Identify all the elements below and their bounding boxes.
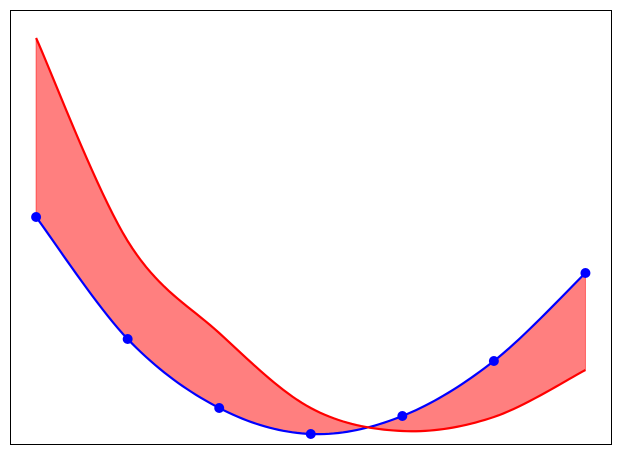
data-point <box>397 411 408 421</box>
fill-between-area <box>35 37 586 435</box>
data-point <box>580 268 591 278</box>
data-point <box>305 429 316 439</box>
axes-frame <box>10 10 612 445</box>
red-series-line <box>35 37 586 433</box>
data-point <box>488 356 499 366</box>
data-point <box>122 334 133 344</box>
data-point <box>31 212 42 222</box>
data-point <box>214 403 225 413</box>
